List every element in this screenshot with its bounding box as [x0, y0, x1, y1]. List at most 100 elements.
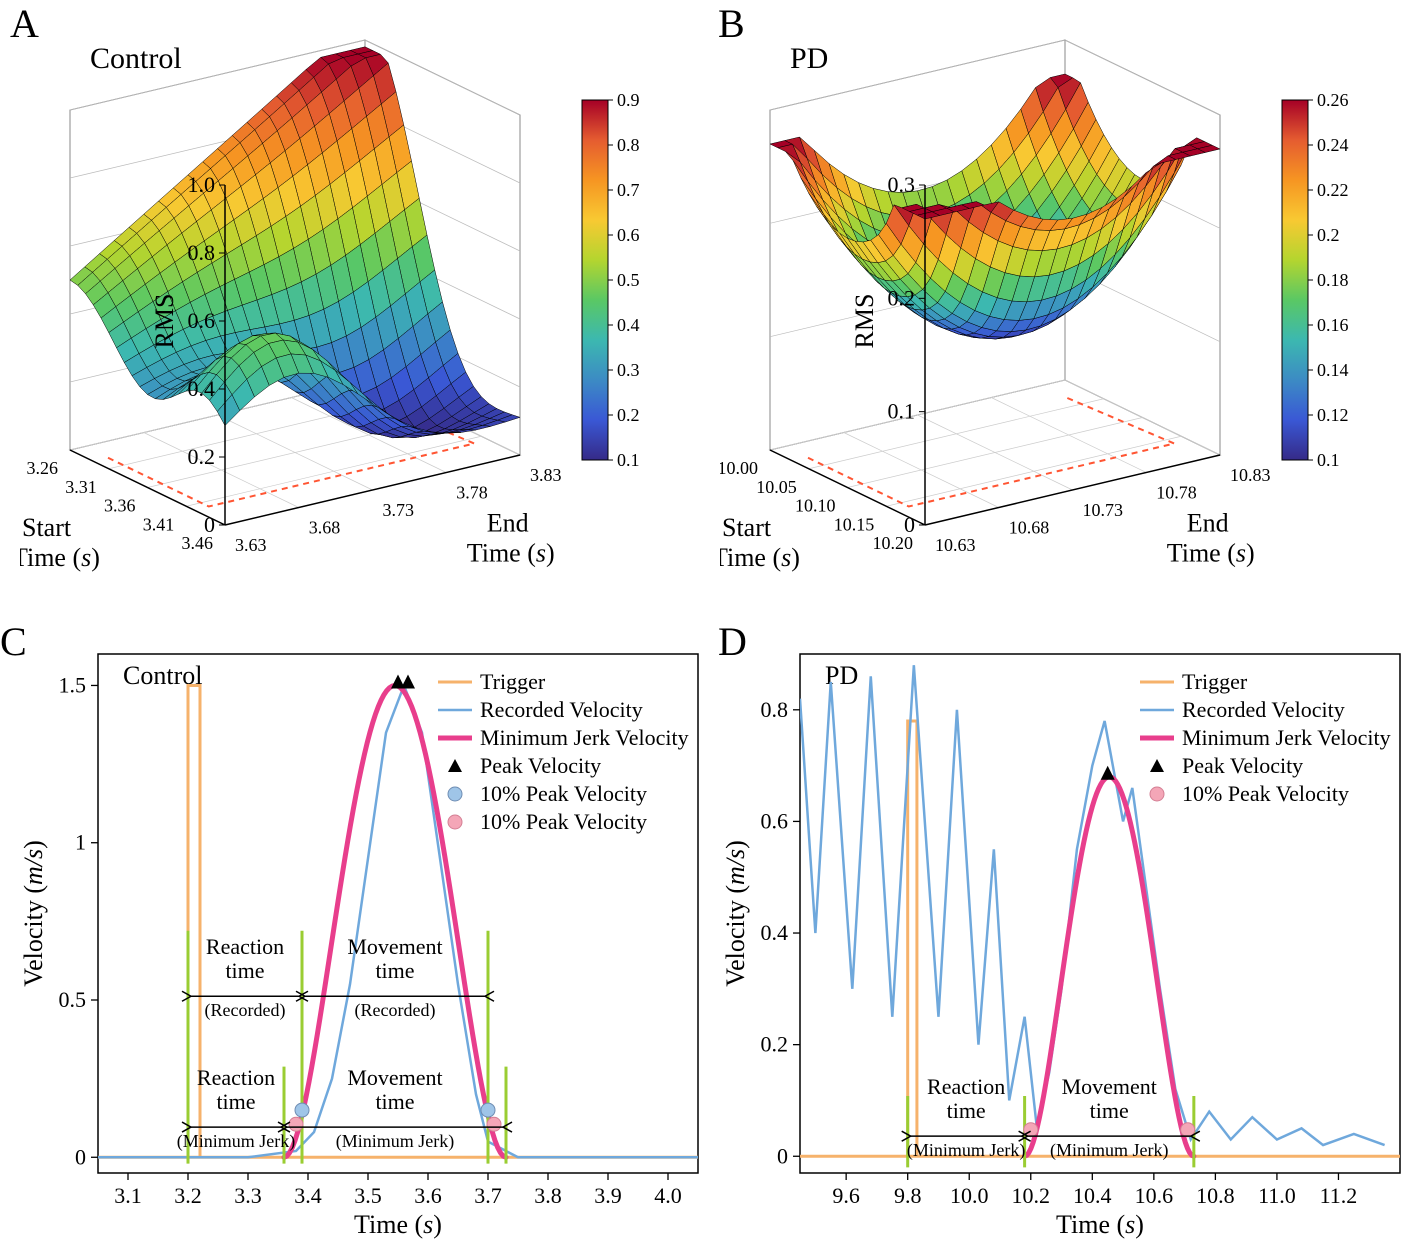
svg-text:Minimum Jerk Velocity: Minimum Jerk Velocity [1182, 725, 1391, 750]
svg-text:3.5: 3.5 [354, 1183, 382, 1208]
svg-text:0.1: 0.1 [1317, 450, 1340, 470]
svg-text:0.3: 0.3 [617, 360, 640, 380]
svg-text:10% Peak Velocity: 10% Peak Velocity [1182, 781, 1349, 806]
svg-text:(Minimum Jerk): (Minimum Jerk) [177, 1131, 296, 1152]
svg-text:0.2: 0.2 [1317, 225, 1340, 245]
svg-text:0.3: 0.3 [888, 172, 916, 197]
svg-text:Trigger: Trigger [1182, 669, 1248, 694]
svg-text:3.41: 3.41 [143, 514, 175, 534]
svg-text:3.7: 3.7 [474, 1183, 502, 1208]
svg-text:0.26: 0.26 [1317, 90, 1349, 110]
panel-B-surface: 00.10.20.3RMS10.2010.1510.1010.0510.0010… [720, 20, 1400, 615]
svg-text:10.10: 10.10 [795, 496, 836, 516]
svg-text:Recorded Velocity: Recorded Velocity [480, 697, 643, 722]
svg-text:3.68: 3.68 [309, 518, 341, 538]
svg-text:Time (s): Time (s) [1167, 539, 1255, 568]
svg-text:3.3: 3.3 [234, 1183, 262, 1208]
svg-text:Recorded Velocity: Recorded Velocity [1182, 697, 1345, 722]
svg-text:0.6: 0.6 [188, 308, 216, 333]
svg-text:0.8: 0.8 [188, 240, 216, 265]
svg-text:(Minimum Jerk): (Minimum Jerk) [907, 1140, 1026, 1161]
panel-B: PD 00.10.20.3RMS10.2010.1510.1010.0510.0… [720, 20, 1400, 615]
svg-text:0.5: 0.5 [617, 270, 640, 290]
figure-root: A B C D Control 00.20.40.60.81.0RMS3.463… [0, 0, 1418, 1259]
svg-text:Reaction: Reaction [206, 934, 284, 959]
svg-text:10.00: 10.00 [720, 458, 758, 478]
panel-A-title: Control [90, 42, 182, 76]
svg-text:3.78: 3.78 [456, 483, 488, 503]
panel-B-title: PD [790, 42, 828, 76]
panel-D: 9.69.810.010.210.410.610.811.011.200.20.… [722, 636, 1412, 1251]
svg-text:0.2: 0.2 [761, 1032, 789, 1057]
svg-text:10.63: 10.63 [935, 535, 976, 555]
svg-text:3.9: 3.9 [594, 1183, 622, 1208]
svg-text:0.2: 0.2 [617, 405, 640, 425]
svg-text:Peak Velocity: Peak Velocity [1182, 753, 1303, 778]
svg-text:3.8: 3.8 [534, 1183, 562, 1208]
svg-text:4.0: 4.0 [654, 1183, 682, 1208]
svg-text:10.8: 10.8 [1196, 1183, 1235, 1208]
svg-text:Minimum Jerk Velocity: Minimum Jerk Velocity [480, 725, 689, 750]
svg-text:10% Peak Velocity: 10% Peak Velocity [480, 781, 647, 806]
panel-C-plot: 3.13.23.33.43.53.63.73.83.94.000.511.5Ti… [20, 636, 710, 1251]
svg-text:0: 0 [777, 1143, 788, 1168]
svg-text:(Minimum Jerk): (Minimum Jerk) [1050, 1140, 1169, 1161]
svg-text:0.18: 0.18 [1317, 270, 1349, 290]
svg-text:10.83: 10.83 [1230, 465, 1271, 485]
panel-A-surface: 00.20.40.60.81.0RMS3.463.413.363.313.263… [20, 20, 700, 615]
svg-text:0.7: 0.7 [617, 180, 640, 200]
svg-text:Start: Start [22, 513, 72, 542]
panel-A: Control 00.20.40.60.81.0RMS3.463.413.363… [20, 20, 700, 615]
svg-text:3.26: 3.26 [27, 458, 59, 478]
svg-text:Reaction: Reaction [197, 1065, 275, 1090]
svg-text:10.4: 10.4 [1073, 1183, 1112, 1208]
svg-text:3.36: 3.36 [104, 496, 136, 516]
svg-text:1.5: 1.5 [59, 672, 87, 697]
svg-text:0: 0 [75, 1144, 86, 1169]
svg-text:3.73: 3.73 [383, 500, 415, 520]
svg-text:Reaction: Reaction [927, 1074, 1005, 1099]
svg-text:(Minimum Jerk): (Minimum Jerk) [336, 1131, 455, 1152]
svg-text:10.68: 10.68 [1009, 518, 1050, 538]
svg-text:time: time [225, 958, 264, 983]
svg-text:10.6: 10.6 [1135, 1183, 1174, 1208]
svg-text:1: 1 [75, 830, 86, 855]
svg-text:0.2: 0.2 [188, 444, 216, 469]
svg-text:3.4: 3.4 [294, 1183, 322, 1208]
svg-text:0.6: 0.6 [761, 808, 789, 833]
svg-text:10.05: 10.05 [756, 477, 797, 497]
svg-text:0.14: 0.14 [1317, 360, 1349, 380]
svg-text:Time (s): Time (s) [20, 543, 100, 572]
svg-text:0.8: 0.8 [617, 135, 640, 155]
svg-text:Peak Velocity: Peak Velocity [480, 753, 601, 778]
svg-text:0.4: 0.4 [761, 920, 789, 945]
svg-text:Trigger: Trigger [480, 669, 546, 694]
svg-text:RMS: RMS [850, 294, 879, 349]
svg-text:0.16: 0.16 [1317, 315, 1349, 335]
svg-text:RMS: RMS [150, 294, 179, 349]
svg-text:1.0: 1.0 [188, 172, 216, 197]
svg-text:10% Peak Velocity: 10% Peak Velocity [480, 809, 647, 834]
svg-text:3.46: 3.46 [182, 533, 214, 553]
svg-text:9.8: 9.8 [894, 1183, 922, 1208]
svg-text:3.31: 3.31 [65, 477, 97, 497]
svg-text:Velocity (m/s): Velocity (m/s) [722, 840, 750, 987]
svg-text:0.6: 0.6 [617, 225, 640, 245]
svg-text:time: time [216, 1089, 255, 1114]
svg-text:0.4: 0.4 [188, 376, 216, 401]
svg-text:0.12: 0.12 [1317, 405, 1349, 425]
svg-text:0.1: 0.1 [617, 450, 640, 470]
svg-text:Movement: Movement [347, 934, 442, 959]
svg-text:Time (s): Time (s) [720, 543, 800, 572]
svg-text:10.78: 10.78 [1156, 483, 1197, 503]
svg-text:Time (s): Time (s) [1056, 1210, 1144, 1239]
svg-text:10.0: 10.0 [950, 1183, 989, 1208]
svg-text:10.2: 10.2 [1012, 1183, 1051, 1208]
svg-text:(Recorded): (Recorded) [355, 1000, 436, 1021]
svg-text:0.2: 0.2 [888, 285, 916, 310]
svg-text:0.8: 0.8 [761, 697, 789, 722]
svg-text:Velocity (m/s): Velocity (m/s) [20, 840, 48, 987]
svg-text:0.5: 0.5 [59, 987, 87, 1012]
svg-text:0.24: 0.24 [1317, 135, 1349, 155]
svg-text:Time (s): Time (s) [354, 1210, 442, 1239]
